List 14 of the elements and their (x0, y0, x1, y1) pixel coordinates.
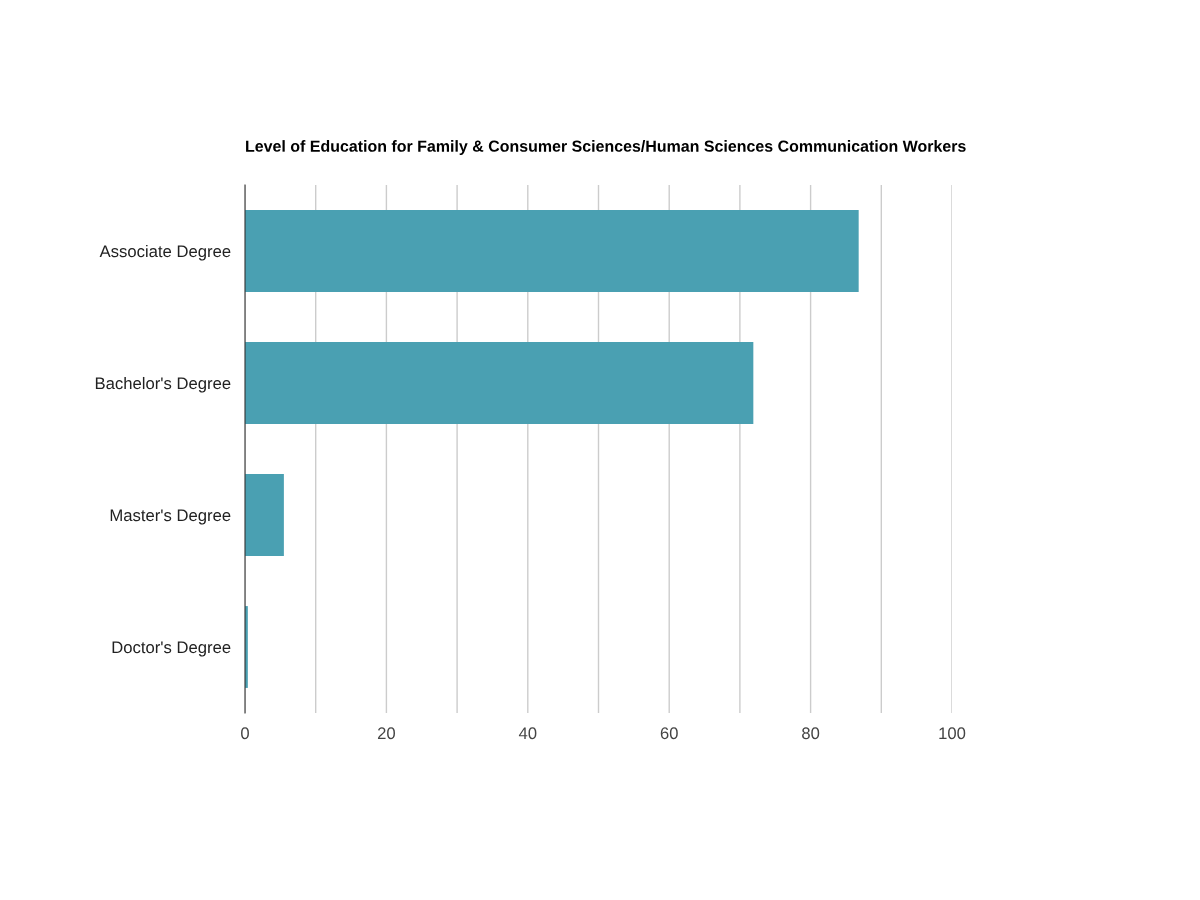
bar (245, 474, 284, 556)
y-tick-label: Doctor's Degree (112, 641, 231, 657)
x-tick-label: 20 (377, 727, 396, 740)
bar (245, 342, 754, 424)
x-tick-label: 40 (518, 727, 537, 740)
bar (245, 210, 859, 292)
x-tick-label: 100 (939, 727, 966, 740)
x-tick-label: 60 (660, 727, 678, 740)
chart-title: Level of Education for Family & Consumer Sciences/Human Sciences Communication Workers (246, 140, 966, 155)
y-tick-label: Associate Degree (99, 244, 231, 261)
y-tick-label: Bachelor's Degree (95, 376, 231, 393)
x-tick-label: 0 (241, 727, 249, 740)
x-tick-label: 80 (802, 727, 820, 740)
y-tick-label: Master's Degree (110, 509, 231, 525)
